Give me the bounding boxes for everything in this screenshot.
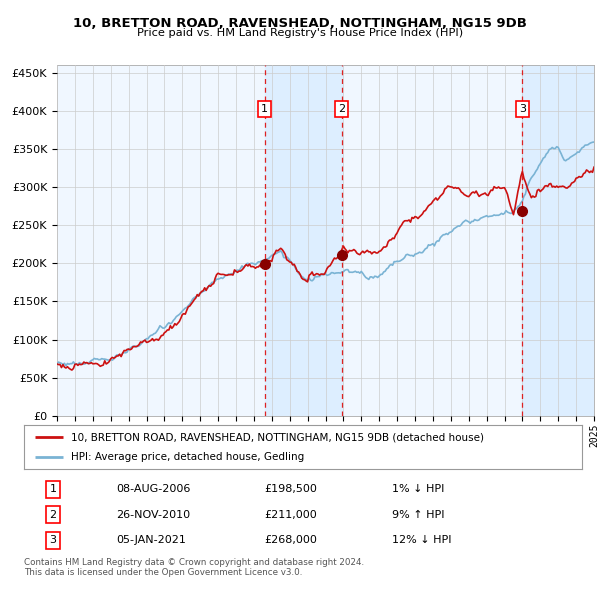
Text: 1% ↓ HPI: 1% ↓ HPI bbox=[392, 484, 445, 494]
Text: 12% ↓ HPI: 12% ↓ HPI bbox=[392, 535, 452, 545]
Text: £198,500: £198,500 bbox=[264, 484, 317, 494]
Text: 26-NOV-2010: 26-NOV-2010 bbox=[116, 510, 190, 520]
Text: Price paid vs. HM Land Registry's House Price Index (HPI): Price paid vs. HM Land Registry's House … bbox=[137, 28, 463, 38]
Text: 1: 1 bbox=[50, 484, 56, 494]
Text: 1: 1 bbox=[261, 104, 268, 114]
Text: 9% ↑ HPI: 9% ↑ HPI bbox=[392, 510, 445, 520]
Text: 2: 2 bbox=[338, 104, 345, 114]
Bar bbox=[265, 65, 341, 416]
Text: 10, BRETTON ROAD, RAVENSHEAD, NOTTINGHAM, NG15 9DB: 10, BRETTON ROAD, RAVENSHEAD, NOTTINGHAM… bbox=[73, 17, 527, 30]
Text: 05-JAN-2021: 05-JAN-2021 bbox=[116, 535, 186, 545]
Text: £268,000: £268,000 bbox=[264, 535, 317, 545]
Text: 10, BRETTON ROAD, RAVENSHEAD, NOTTINGHAM, NG15 9DB (detached house): 10, BRETTON ROAD, RAVENSHEAD, NOTTINGHAM… bbox=[71, 432, 484, 442]
Text: £211,000: £211,000 bbox=[264, 510, 317, 520]
Text: 2: 2 bbox=[49, 510, 56, 520]
Text: 3: 3 bbox=[50, 535, 56, 545]
Text: 3: 3 bbox=[519, 104, 526, 114]
Text: HPI: Average price, detached house, Gedling: HPI: Average price, detached house, Gedl… bbox=[71, 452, 305, 461]
Bar bbox=[523, 65, 599, 416]
Text: Contains HM Land Registry data © Crown copyright and database right 2024.
This d: Contains HM Land Registry data © Crown c… bbox=[24, 558, 364, 577]
Text: 08-AUG-2006: 08-AUG-2006 bbox=[116, 484, 190, 494]
